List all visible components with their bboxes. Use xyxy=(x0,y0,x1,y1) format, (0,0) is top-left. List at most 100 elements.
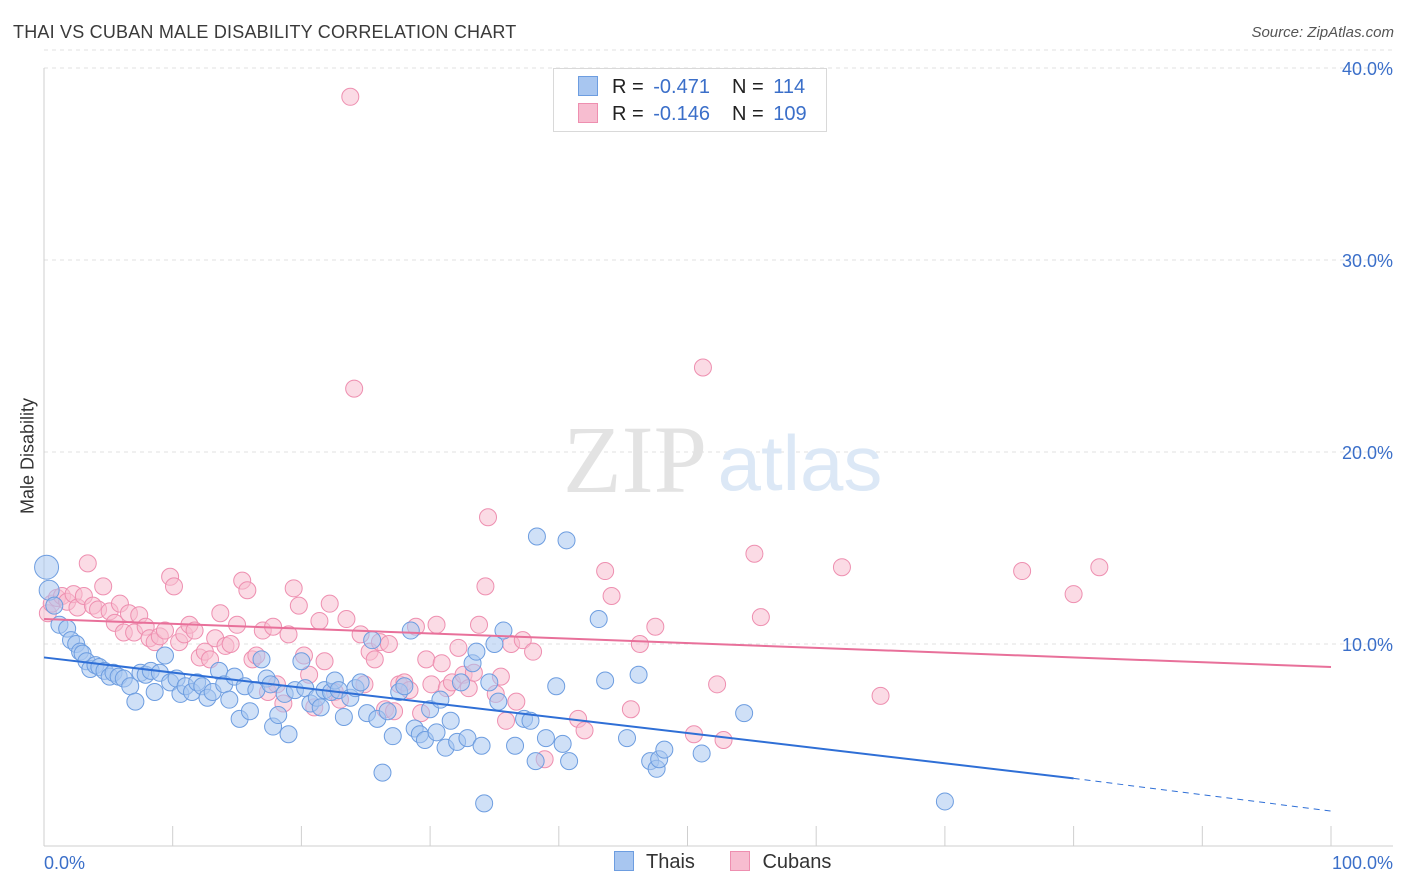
legend-row-thais: R = -0.471 N = 114 xyxy=(578,75,805,99)
thais-point-55 xyxy=(311,698,330,717)
cubans-point-91 xyxy=(507,692,526,711)
cubans-point-60 xyxy=(345,379,364,398)
thais-point-103 xyxy=(596,671,615,690)
y-tick-label-2: 30.0% xyxy=(1342,251,1393,271)
thais-point-102 xyxy=(589,610,608,629)
cubans-point-106 xyxy=(745,544,764,563)
chart-title: THAI VS CUBAN MALE DISABILITY CORRELATIO… xyxy=(13,22,517,42)
cubans-point-108 xyxy=(832,558,851,577)
thais-point-104 xyxy=(618,729,637,748)
legend-swatch-cubans xyxy=(730,851,751,871)
legend-r-value: -0.146 xyxy=(653,103,710,125)
thais-point-23 xyxy=(145,683,164,701)
grid-lines xyxy=(44,49,1393,645)
x-tick-label-min: 0.0% xyxy=(44,853,85,873)
cubans-point-74 xyxy=(417,650,436,669)
legend-r-value: -0.471 xyxy=(653,76,710,98)
thais-point-83 xyxy=(458,729,477,748)
cubans-point-55 xyxy=(320,594,339,613)
thais-point-94 xyxy=(521,711,540,730)
cubans-point-48 xyxy=(284,579,303,598)
thais-point-71 xyxy=(395,677,414,696)
legend-label-cubans: Cubans xyxy=(762,851,832,873)
legend-swatch-thais xyxy=(578,76,598,96)
cubans-point-77 xyxy=(432,654,451,673)
legend-r-label: R = xyxy=(612,103,650,125)
cubans-point-67 xyxy=(379,635,398,653)
thais-point-69 xyxy=(383,727,402,746)
cubans-point-80 xyxy=(449,638,468,657)
cubans-point-54 xyxy=(315,652,334,671)
legend-r-label: R = xyxy=(612,76,650,98)
y-axis-label: Male Disability xyxy=(17,397,38,515)
cubans-point-98 xyxy=(602,587,621,605)
thais-point-105 xyxy=(629,665,648,684)
thais-point-95 xyxy=(526,752,545,771)
cubans-point-23 xyxy=(155,621,174,640)
thais-point-111 xyxy=(735,704,754,723)
trendline-thais xyxy=(43,656,1074,780)
cubans-point-76 xyxy=(427,615,446,634)
thais-point-112 xyxy=(935,792,954,811)
thais-point-91 xyxy=(494,621,513,640)
thais-point-49 xyxy=(279,725,298,744)
thais-point-80 xyxy=(441,711,460,730)
thais-point-86 xyxy=(472,736,491,755)
thais-point-92 xyxy=(506,736,525,755)
thais-point-98 xyxy=(547,677,566,696)
legend-label-thais: Thais xyxy=(646,851,695,873)
thais-point-110 xyxy=(692,744,711,763)
trendline-cubans xyxy=(43,618,1332,669)
cubans-point-85 xyxy=(476,577,495,596)
thais-point-100 xyxy=(557,531,576,550)
legend-item-thais[interactable]: Thais xyxy=(614,851,695,874)
thais-point-85 xyxy=(467,642,486,661)
cubans-point-37 xyxy=(228,615,247,634)
thais-point-63 xyxy=(351,673,370,692)
cubans-point-100 xyxy=(630,635,649,653)
cubans-point-29 xyxy=(185,621,204,640)
cubans-point-25 xyxy=(164,577,183,596)
cubans-point-47 xyxy=(279,625,298,644)
thais-point-109 xyxy=(655,740,674,759)
cubans-point-104 xyxy=(708,675,727,694)
cubans-point-58 xyxy=(337,610,356,629)
cubans-point-111 xyxy=(1064,585,1083,604)
cubans-point-97 xyxy=(596,562,615,581)
thais-point-90 xyxy=(489,692,508,711)
cubans-point-89 xyxy=(497,711,516,730)
y-tick-label-3: 40.0% xyxy=(1342,59,1393,79)
legend-n-label: N = xyxy=(731,76,770,98)
thais-point-99 xyxy=(553,734,572,753)
thais-point-68 xyxy=(378,702,397,721)
cubans-point-107 xyxy=(751,608,770,627)
thais-point-51 xyxy=(292,652,311,671)
thais-point-97 xyxy=(536,729,555,748)
legend-swatch-cubans xyxy=(578,103,598,123)
legend-item-cubans[interactable]: Cubans xyxy=(730,851,831,874)
series-legend: Thais Cubans xyxy=(614,851,861,874)
thais-point-96 xyxy=(527,527,546,546)
thais-point-25 xyxy=(155,646,174,665)
cubans-point-64 xyxy=(365,650,384,669)
thais-point-65 xyxy=(363,631,382,650)
cubans-point-93 xyxy=(524,642,543,661)
source-label: Source: ZipAtlas.com xyxy=(1251,24,1394,41)
cubans-point-86 xyxy=(479,508,498,527)
legend-n-label: N = xyxy=(731,103,770,125)
thais-point-87 xyxy=(475,794,494,813)
cubans-point-84 xyxy=(470,615,489,634)
thais-point-72 xyxy=(401,621,420,640)
cubans-point-99 xyxy=(621,700,640,719)
cubans-point-112 xyxy=(1090,558,1109,577)
cubans-point-103 xyxy=(693,358,712,377)
cubans-point-59 xyxy=(341,87,360,106)
thais-point-88 xyxy=(480,673,499,692)
legend-row-cubans: R = -0.146 N = 109 xyxy=(578,102,807,126)
trendline-thais-extension xyxy=(1073,777,1332,812)
cubans-point-101 xyxy=(646,617,665,636)
cubans-point-96 xyxy=(575,721,594,740)
cubans-point-11 xyxy=(94,577,113,596)
y-tick-label-1: 20.0% xyxy=(1342,443,1393,463)
thais-point-67 xyxy=(373,763,392,782)
